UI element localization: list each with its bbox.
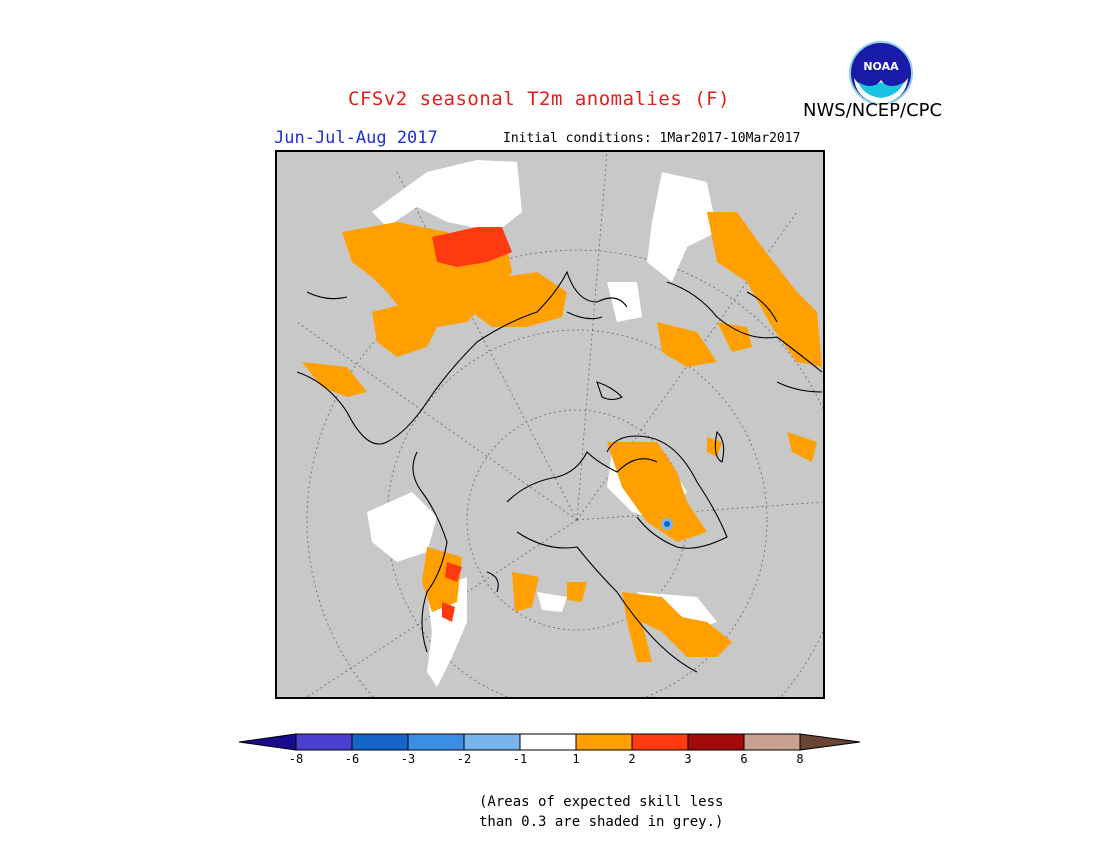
colorbar-tick: 3 xyxy=(684,752,692,766)
logo-text: NOAA xyxy=(863,60,899,73)
colorbar-tick: 2 xyxy=(628,752,636,766)
colorbar-arrow-low xyxy=(239,733,297,751)
colorbar-bin xyxy=(519,733,577,751)
warm-areas-1-2 xyxy=(302,212,822,662)
agency-label: NWS/NCEP/CPC xyxy=(803,100,943,121)
colorbar-tick: -8 xyxy=(288,752,304,766)
skill-note-line-1: (Areas of expected skill less xyxy=(479,794,724,810)
colorbar-tick: 6 xyxy=(740,752,748,766)
warm-areas-2-3 xyxy=(432,227,512,622)
colorbar-bin xyxy=(295,733,353,751)
season-label: Jun-Jul-Aug 2017 xyxy=(274,128,438,148)
colorbar-bin xyxy=(743,733,801,751)
colorbar-tick: -3 xyxy=(400,752,416,766)
chart-title: CFSv2 seasonal T2m anomalies (F) xyxy=(348,88,731,110)
map-frame xyxy=(275,150,848,791)
colorbar xyxy=(239,733,861,751)
coastlines xyxy=(296,270,823,673)
skill-note-line-2: than 0.3 are shaded in grey.) xyxy=(479,814,724,830)
colorbar-tick: 1 xyxy=(572,752,580,766)
colorbar-bin xyxy=(631,733,689,751)
noaa-logo: NOAA xyxy=(848,40,914,106)
initial-conditions-label: Initial conditions: 1Mar2017-10Mar2017 xyxy=(503,131,801,146)
colorbar-tick: -1 xyxy=(512,752,528,766)
colorbar-tick: -2 xyxy=(456,752,472,766)
polar-map xyxy=(296,151,848,791)
colorbar-bin xyxy=(351,733,409,751)
skill-note: (Areas of expected skill less than 0.3 a… xyxy=(479,792,723,832)
colorbar-bin xyxy=(463,733,521,751)
colorbar-bin xyxy=(575,733,633,751)
colorbar-arrow-high xyxy=(799,733,861,751)
colorbar-tick: 8 xyxy=(796,752,804,766)
colorbar-bin xyxy=(687,733,745,751)
colorbar-tick: -6 xyxy=(344,752,360,766)
cold-spot xyxy=(661,518,673,530)
colorbar-bin xyxy=(407,733,465,751)
